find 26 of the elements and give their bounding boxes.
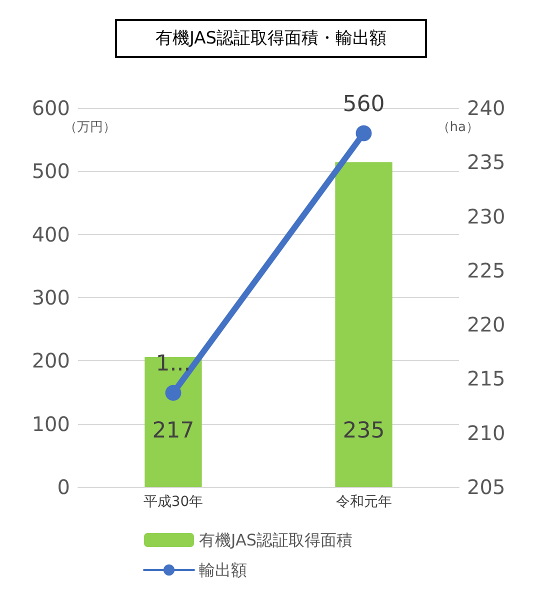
y-axis-title: （万円） (64, 120, 116, 135)
y2-tick-label: 215 (467, 366, 506, 391)
data-label: 217 (152, 418, 194, 444)
x-tick-label: 令和元年 (336, 494, 392, 510)
y2-tick-label: 210 (467, 420, 506, 445)
y-tick-label: 500 (32, 159, 70, 184)
y2-tick-label: 240 (467, 96, 506, 120)
y-tick-label: 0 (57, 475, 70, 499)
y-tick-label: 100 (32, 412, 70, 436)
y2-tick-label: 225 (467, 258, 506, 282)
legend-label: 輸出額 (199, 560, 247, 580)
data-label: 560 (342, 92, 385, 117)
y2-axis-title: （ha） (436, 120, 479, 135)
data-label: 235 (342, 418, 385, 444)
y2-tick-label: 230 (467, 204, 506, 228)
data-label: 1... (156, 351, 191, 376)
y-tick-label: 600 (32, 96, 70, 120)
legend-label: 有機JAS認証取得面積 (199, 530, 353, 550)
y2-tick-label: 205 (467, 475, 506, 499)
y-tick-label: 400 (32, 222, 70, 246)
y-tick-label: 200 (32, 348, 70, 373)
y2-tick-label: 220 (467, 312, 506, 337)
y2-tick-label: 235 (467, 150, 506, 174)
y-tick-label: 300 (32, 286, 70, 310)
chart-title: 有機JAS認証取得面積・輸出額 (155, 28, 387, 48)
x-tick-label: 平成30年 (143, 494, 204, 510)
